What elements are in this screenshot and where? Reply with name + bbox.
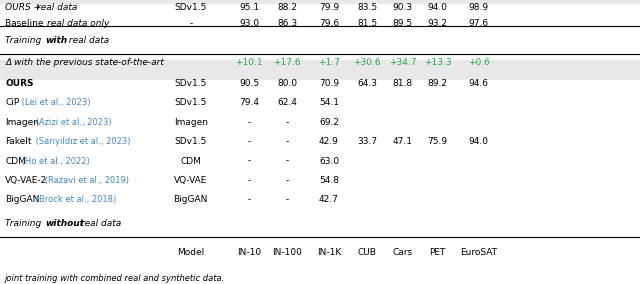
Text: 90.3: 90.3 [392, 3, 413, 12]
Text: CDM: CDM [5, 156, 26, 166]
Text: -: - [189, 19, 193, 28]
Text: Cars: Cars [392, 248, 413, 257]
Text: -: - [285, 176, 289, 185]
Text: 88.2: 88.2 [277, 3, 298, 12]
Text: Δ with the previous state-of-the-art: Δ with the previous state-of-the-art [5, 58, 164, 67]
Text: Imagen: Imagen [5, 118, 39, 127]
Text: FakeIt: FakeIt [5, 137, 31, 146]
Text: 93.0: 93.0 [239, 19, 259, 28]
Text: 33.7: 33.7 [357, 137, 378, 146]
Text: -: - [285, 195, 289, 204]
Text: with: with [45, 36, 67, 45]
Text: 97.6: 97.6 [468, 19, 489, 28]
Text: -: - [285, 118, 289, 127]
Text: SDv1.5: SDv1.5 [175, 98, 207, 107]
Text: VQ-VAE: VQ-VAE [174, 176, 207, 185]
Text: +34.7: +34.7 [389, 58, 416, 67]
Text: Baseline: Baseline [5, 19, 47, 28]
Text: PET: PET [429, 248, 446, 257]
Text: 98.9: 98.9 [468, 3, 489, 12]
Text: 54.1: 54.1 [319, 98, 339, 107]
Text: 79.4: 79.4 [239, 98, 259, 107]
Text: +30.6: +30.6 [353, 58, 381, 67]
Text: 70.9: 70.9 [319, 79, 339, 88]
Text: EuroSAT: EuroSAT [460, 248, 497, 257]
Bar [0, 0, 640, 4]
Text: (Brock et al., 2018): (Brock et al., 2018) [33, 195, 116, 204]
Text: real data only: real data only [47, 19, 109, 28]
Text: 89.5: 89.5 [392, 19, 413, 28]
Text: 79.9: 79.9 [319, 3, 339, 12]
Text: (Lei et al., 2023): (Lei et al., 2023) [19, 98, 90, 107]
Text: (Ho et al., 2022): (Ho et al., 2022) [19, 156, 90, 166]
Text: OURS +: OURS + [5, 3, 44, 12]
Text: -: - [247, 118, 251, 127]
Text: 81.8: 81.8 [392, 79, 413, 88]
Text: IN-1K: IN-1K [317, 248, 341, 257]
Text: SDv1.5: SDv1.5 [175, 137, 207, 146]
Text: IN-100: IN-100 [273, 248, 302, 257]
Text: Training: Training [5, 219, 44, 228]
Text: 89.2: 89.2 [428, 79, 448, 88]
Text: 69.2: 69.2 [319, 118, 339, 127]
Text: 80.0: 80.0 [277, 79, 298, 88]
Text: 47.1: 47.1 [392, 137, 413, 146]
Text: CDM: CDM [180, 156, 201, 166]
Text: 95.1: 95.1 [239, 3, 259, 12]
Text: CUB: CUB [358, 248, 377, 257]
Bar [0, 60, 640, 80]
Text: SDv1.5: SDv1.5 [175, 3, 207, 12]
Text: 64.3: 64.3 [357, 79, 378, 88]
Text: 63.0: 63.0 [319, 156, 339, 166]
Text: BigGAN: BigGAN [5, 195, 40, 204]
Text: -: - [247, 195, 251, 204]
Text: 75.9: 75.9 [428, 137, 448, 146]
Text: 94.0: 94.0 [468, 137, 489, 146]
Text: -: - [285, 156, 289, 166]
Text: (Azizi et al., 2023): (Azizi et al., 2023) [33, 118, 111, 127]
Text: 62.4: 62.4 [277, 98, 298, 107]
Text: +13.3: +13.3 [424, 58, 452, 67]
Text: 54.8: 54.8 [319, 176, 339, 185]
Text: 93.2: 93.2 [428, 19, 448, 28]
Text: 94.6: 94.6 [468, 79, 489, 88]
Text: Imagen: Imagen [173, 118, 208, 127]
Text: real data: real data [78, 219, 122, 228]
Text: (Razavi et al., 2019): (Razavi et al., 2019) [42, 176, 129, 185]
Text: +1.7: +1.7 [318, 58, 340, 67]
Text: -: - [247, 176, 251, 185]
Text: 42.7: 42.7 [319, 195, 339, 204]
Text: real data: real data [66, 36, 109, 45]
Text: OURS: OURS [5, 79, 34, 88]
Text: 81.5: 81.5 [357, 19, 378, 28]
Text: joint training with combined real and synthetic data.: joint training with combined real and sy… [5, 274, 225, 283]
Text: IN-10: IN-10 [237, 248, 261, 257]
Text: Model: Model [177, 248, 204, 257]
Text: -: - [247, 156, 251, 166]
Text: CiP: CiP [5, 98, 19, 107]
Text: -: - [247, 137, 251, 146]
Text: without: without [45, 219, 84, 228]
Text: 42.9: 42.9 [319, 137, 339, 146]
Text: 86.3: 86.3 [277, 19, 298, 28]
Text: BigGAN: BigGAN [173, 195, 208, 204]
Text: +0.6: +0.6 [468, 58, 490, 67]
Text: 90.5: 90.5 [239, 79, 259, 88]
Text: SDv1.5: SDv1.5 [175, 79, 207, 88]
Text: 94.0: 94.0 [428, 3, 448, 12]
Text: (Sarıyıldız et al., 2023): (Sarıyıldız et al., 2023) [33, 137, 131, 146]
Text: 83.5: 83.5 [357, 3, 378, 12]
Text: VQ-VAE-2: VQ-VAE-2 [5, 176, 47, 185]
Text: 79.6: 79.6 [319, 19, 339, 28]
Text: Training: Training [5, 36, 44, 45]
Text: +10.1: +10.1 [235, 58, 263, 67]
Text: -: - [285, 137, 289, 146]
Text: +17.6: +17.6 [273, 58, 301, 67]
Text: real data: real data [37, 3, 77, 12]
